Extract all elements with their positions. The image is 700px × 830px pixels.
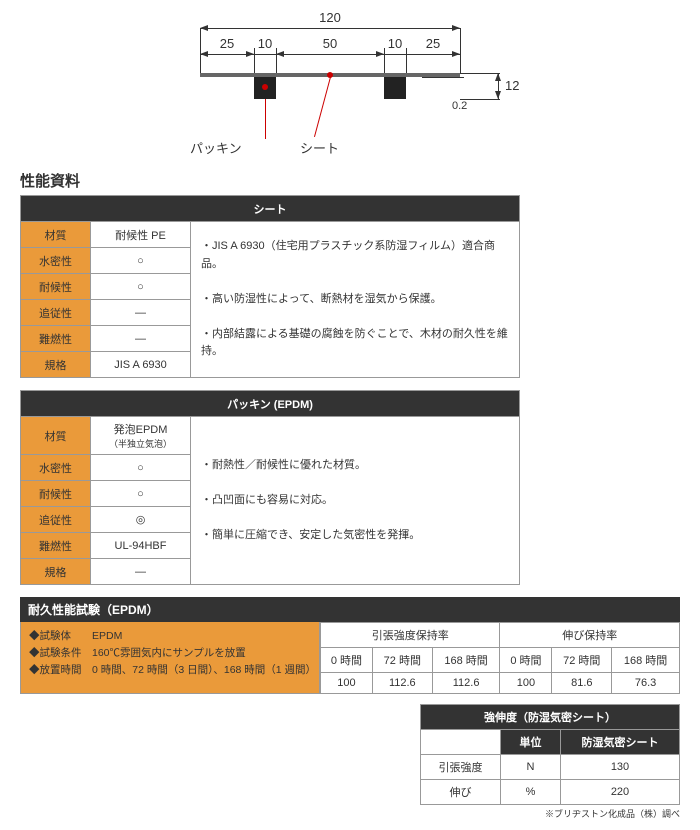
dim-height: 12 xyxy=(505,78,519,93)
label-cell: 材質 xyxy=(21,222,91,248)
callout-sheet: シート xyxy=(300,138,339,157)
packing-table-title: パッキン (EPDM) xyxy=(21,391,520,417)
strength-table: 強伸度（防湿気密シート） 単位 防湿気密シート 引張強度 N 130 伸び % … xyxy=(420,704,680,805)
durability-table: 引張強度保持率 伸び保持率 0 時間 72 時間 168 時間 0 時間 72 … xyxy=(320,622,680,694)
dim-seg3: 50 xyxy=(276,36,384,51)
packing-spec-table: パッキン (EPDM) 材質 発泡EPDM（半独立気泡） ・耐熱性／耐候性に優れ… xyxy=(20,390,520,585)
durability-conditions: ◆試験体 EPDM ◆試験条件 160℃雰囲気内にサンプルを放置 ◆放置時間 0… xyxy=(20,622,320,694)
cross-section-diagram: 120 25 10 50 10 25 12 0.2 パッキン シート xyxy=(160,10,540,160)
strength-footnote: ※ブリヂストン化成品（株）調べ xyxy=(420,807,680,820)
sheet-notes: ・JIS A 6930（住宅用プラスチック系防湿フィルム）適合商品。 ・高い防湿… xyxy=(191,222,520,378)
dim-thk: 0.2 xyxy=(452,100,467,112)
packing-notes: ・耐熱性／耐候性に優れた材質。 ・凸凹面にも容易に対応。 ・簡単に圧縮でき、安定… xyxy=(191,417,520,585)
packing-right xyxy=(384,77,406,99)
dim-seg4: 10 xyxy=(384,36,406,51)
dim-seg2: 10 xyxy=(254,36,276,51)
dim-seg5: 25 xyxy=(406,36,460,51)
val-cell: 耐候性 PE xyxy=(91,222,191,248)
dim-total: 120 xyxy=(200,10,460,25)
dim-seg1: 25 xyxy=(200,36,254,51)
section-title: 性能資料 xyxy=(20,170,680,191)
sheet-table-title: シート xyxy=(21,196,520,222)
durability-title: 耐久性能試験（EPDM） xyxy=(20,597,680,622)
callout-packing: パッキン xyxy=(190,138,242,157)
strength-block: 強伸度（防湿気密シート） 単位 防湿気密シート 引張強度 N 130 伸び % … xyxy=(420,704,680,820)
sheet-spec-table: シート 材質 耐候性 PE ・JIS A 6930（住宅用プラスチック系防湿フィ… xyxy=(20,195,520,378)
durability-block: ◆試験体 EPDM ◆試験条件 160℃雰囲気内にサンプルを放置 ◆放置時間 0… xyxy=(20,622,680,694)
